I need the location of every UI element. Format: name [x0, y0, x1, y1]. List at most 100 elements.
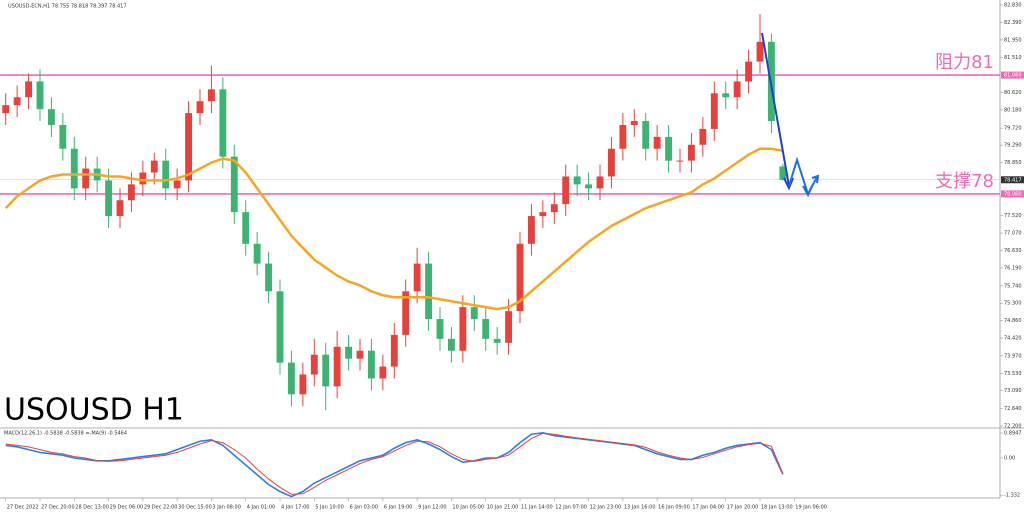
level-axis-label: 81.060 [1004, 73, 1022, 79]
candle-body [722, 93, 730, 98]
x-tick-label: 6 Jan 03:00 [350, 505, 378, 511]
candle-body [2, 105, 10, 114]
macd-y-tick-label: 0.00 [1004, 456, 1015, 462]
y-tick-label: 82.830 [1004, 2, 1022, 8]
level-axis-label: 78.060 [1004, 191, 1022, 197]
candle-body [630, 121, 638, 125]
x-tick-label: 27 Dec 2022 [7, 505, 39, 511]
candle-body [368, 350, 375, 379]
symbol-header: USOUSD-ECN,H1 78.755 78.818 78.397 78.41… [8, 4, 127, 10]
candle-body [676, 160, 684, 162]
candle-body [25, 81, 32, 98]
candle-body [48, 109, 55, 125]
candle-body [36, 81, 44, 110]
macd-label: MACD(12,26,1) -0.5838 -0.5838 =-MA(9) -0… [4, 431, 127, 437]
x-tick-label: 30 Dec 15:00 [178, 505, 212, 511]
macd-line [5, 432, 784, 495]
current-price-box [1001, 176, 1024, 184]
macd-y-tick-label: 0.8947 [1004, 431, 1022, 437]
candle-body [128, 184, 135, 201]
x-tick-label: 28 Dec 13:00 [75, 505, 109, 511]
candle-body [13, 97, 21, 106]
x-tick-label: 19 Jan 06:00 [795, 505, 827, 511]
candle-body [710, 93, 718, 129]
candle-body [665, 136, 672, 161]
x-tick-label: 16 Jan 09:00 [658, 505, 690, 511]
x-tick-label: 29 Dec 06:00 [110, 505, 144, 511]
candle-body [276, 291, 284, 363]
candle-body [310, 354, 318, 375]
y-tick-label: 80.180 [1004, 107, 1022, 113]
candle-body [413, 263, 421, 292]
x-tick-label: 27 Dec 20:00 [41, 505, 75, 511]
candle-body [596, 176, 604, 189]
y-tick-label: 77.070 [1004, 231, 1022, 237]
y-tick-label: 81.510 [1004, 55, 1022, 61]
candle-body [550, 204, 558, 213]
candle-body [505, 311, 512, 343]
candle-body [105, 180, 112, 217]
candle-body [425, 263, 432, 320]
y-tick-label: 81.950 [1004, 37, 1022, 43]
candle-body [699, 128, 707, 145]
arrow-zigzag [788, 156, 818, 197]
x-tick-label: 11 Jan 14:00 [521, 505, 553, 511]
candle-body [619, 124, 627, 149]
watermark: USOUSD H1 [4, 393, 184, 428]
candle-body [230, 156, 238, 213]
moving-average [4, 147, 784, 311]
arrowhead [802, 185, 813, 198]
candle-body [436, 319, 444, 339]
y-tick-label: 77.520 [1004, 213, 1022, 219]
candle-body [379, 366, 387, 379]
x-tick-label: 12 Jan 23:00 [590, 505, 622, 511]
y-tick-label: 73.090 [1004, 388, 1022, 394]
x-tick-label: 17 Jan 04:00 [692, 505, 724, 511]
candle-body [356, 350, 364, 359]
y-tick-label: 74.860 [1004, 318, 1022, 324]
candle-body [493, 338, 501, 343]
y-tick-label: 72.640 [1004, 406, 1022, 412]
arrow-down [761, 32, 790, 187]
candle-body [333, 346, 341, 387]
level-label: 支撑78 [935, 171, 994, 192]
candle-body [528, 216, 535, 244]
candle-body [688, 144, 695, 161]
candle-body [733, 81, 741, 98]
candle-body [653, 136, 661, 149]
x-tick-label: 18 Jan 13:00 [761, 505, 793, 511]
candle-body [196, 101, 204, 114]
arrowhead [811, 174, 820, 184]
y-tick-label: 80.620 [1004, 90, 1022, 96]
candle-body [585, 184, 592, 189]
candle-body [253, 243, 261, 264]
candle-body [185, 113, 192, 181]
candle-body [242, 212, 250, 244]
candle-body [345, 346, 352, 359]
x-tick-label: 9 Jan 12:00 [418, 505, 446, 511]
candle-body [116, 200, 124, 217]
y-tick-label: 76.630 [1004, 248, 1022, 254]
candle-body [608, 148, 615, 177]
candle-body [265, 263, 272, 292]
candle-body [162, 160, 170, 189]
candle-body [745, 61, 752, 82]
y-tick-label: 74.420 [1004, 336, 1022, 342]
x-tick-label: 4 Jan 17:00 [281, 505, 309, 511]
y-tick-label: 79.720 [1004, 126, 1022, 132]
candle-body [390, 334, 398, 367]
candle-body [150, 160, 158, 173]
x-tick-label: 29 Dec 22:00 [144, 505, 178, 511]
candle-body [173, 180, 181, 189]
y-tick-label: 78.850 [1004, 160, 1022, 166]
macd-y-tick-label: -1.332 [1004, 493, 1020, 499]
x-tick-label: 10 Jan 05:00 [452, 505, 484, 511]
forecast-arrows [761, 32, 820, 198]
x-tick-label: 3 Jan 08:00 [212, 505, 240, 511]
current-price-label: 78.417 [1004, 177, 1022, 183]
candle-body [459, 307, 467, 351]
y-tick-label: 73.970 [1004, 353, 1022, 359]
candle-body [322, 354, 330, 387]
